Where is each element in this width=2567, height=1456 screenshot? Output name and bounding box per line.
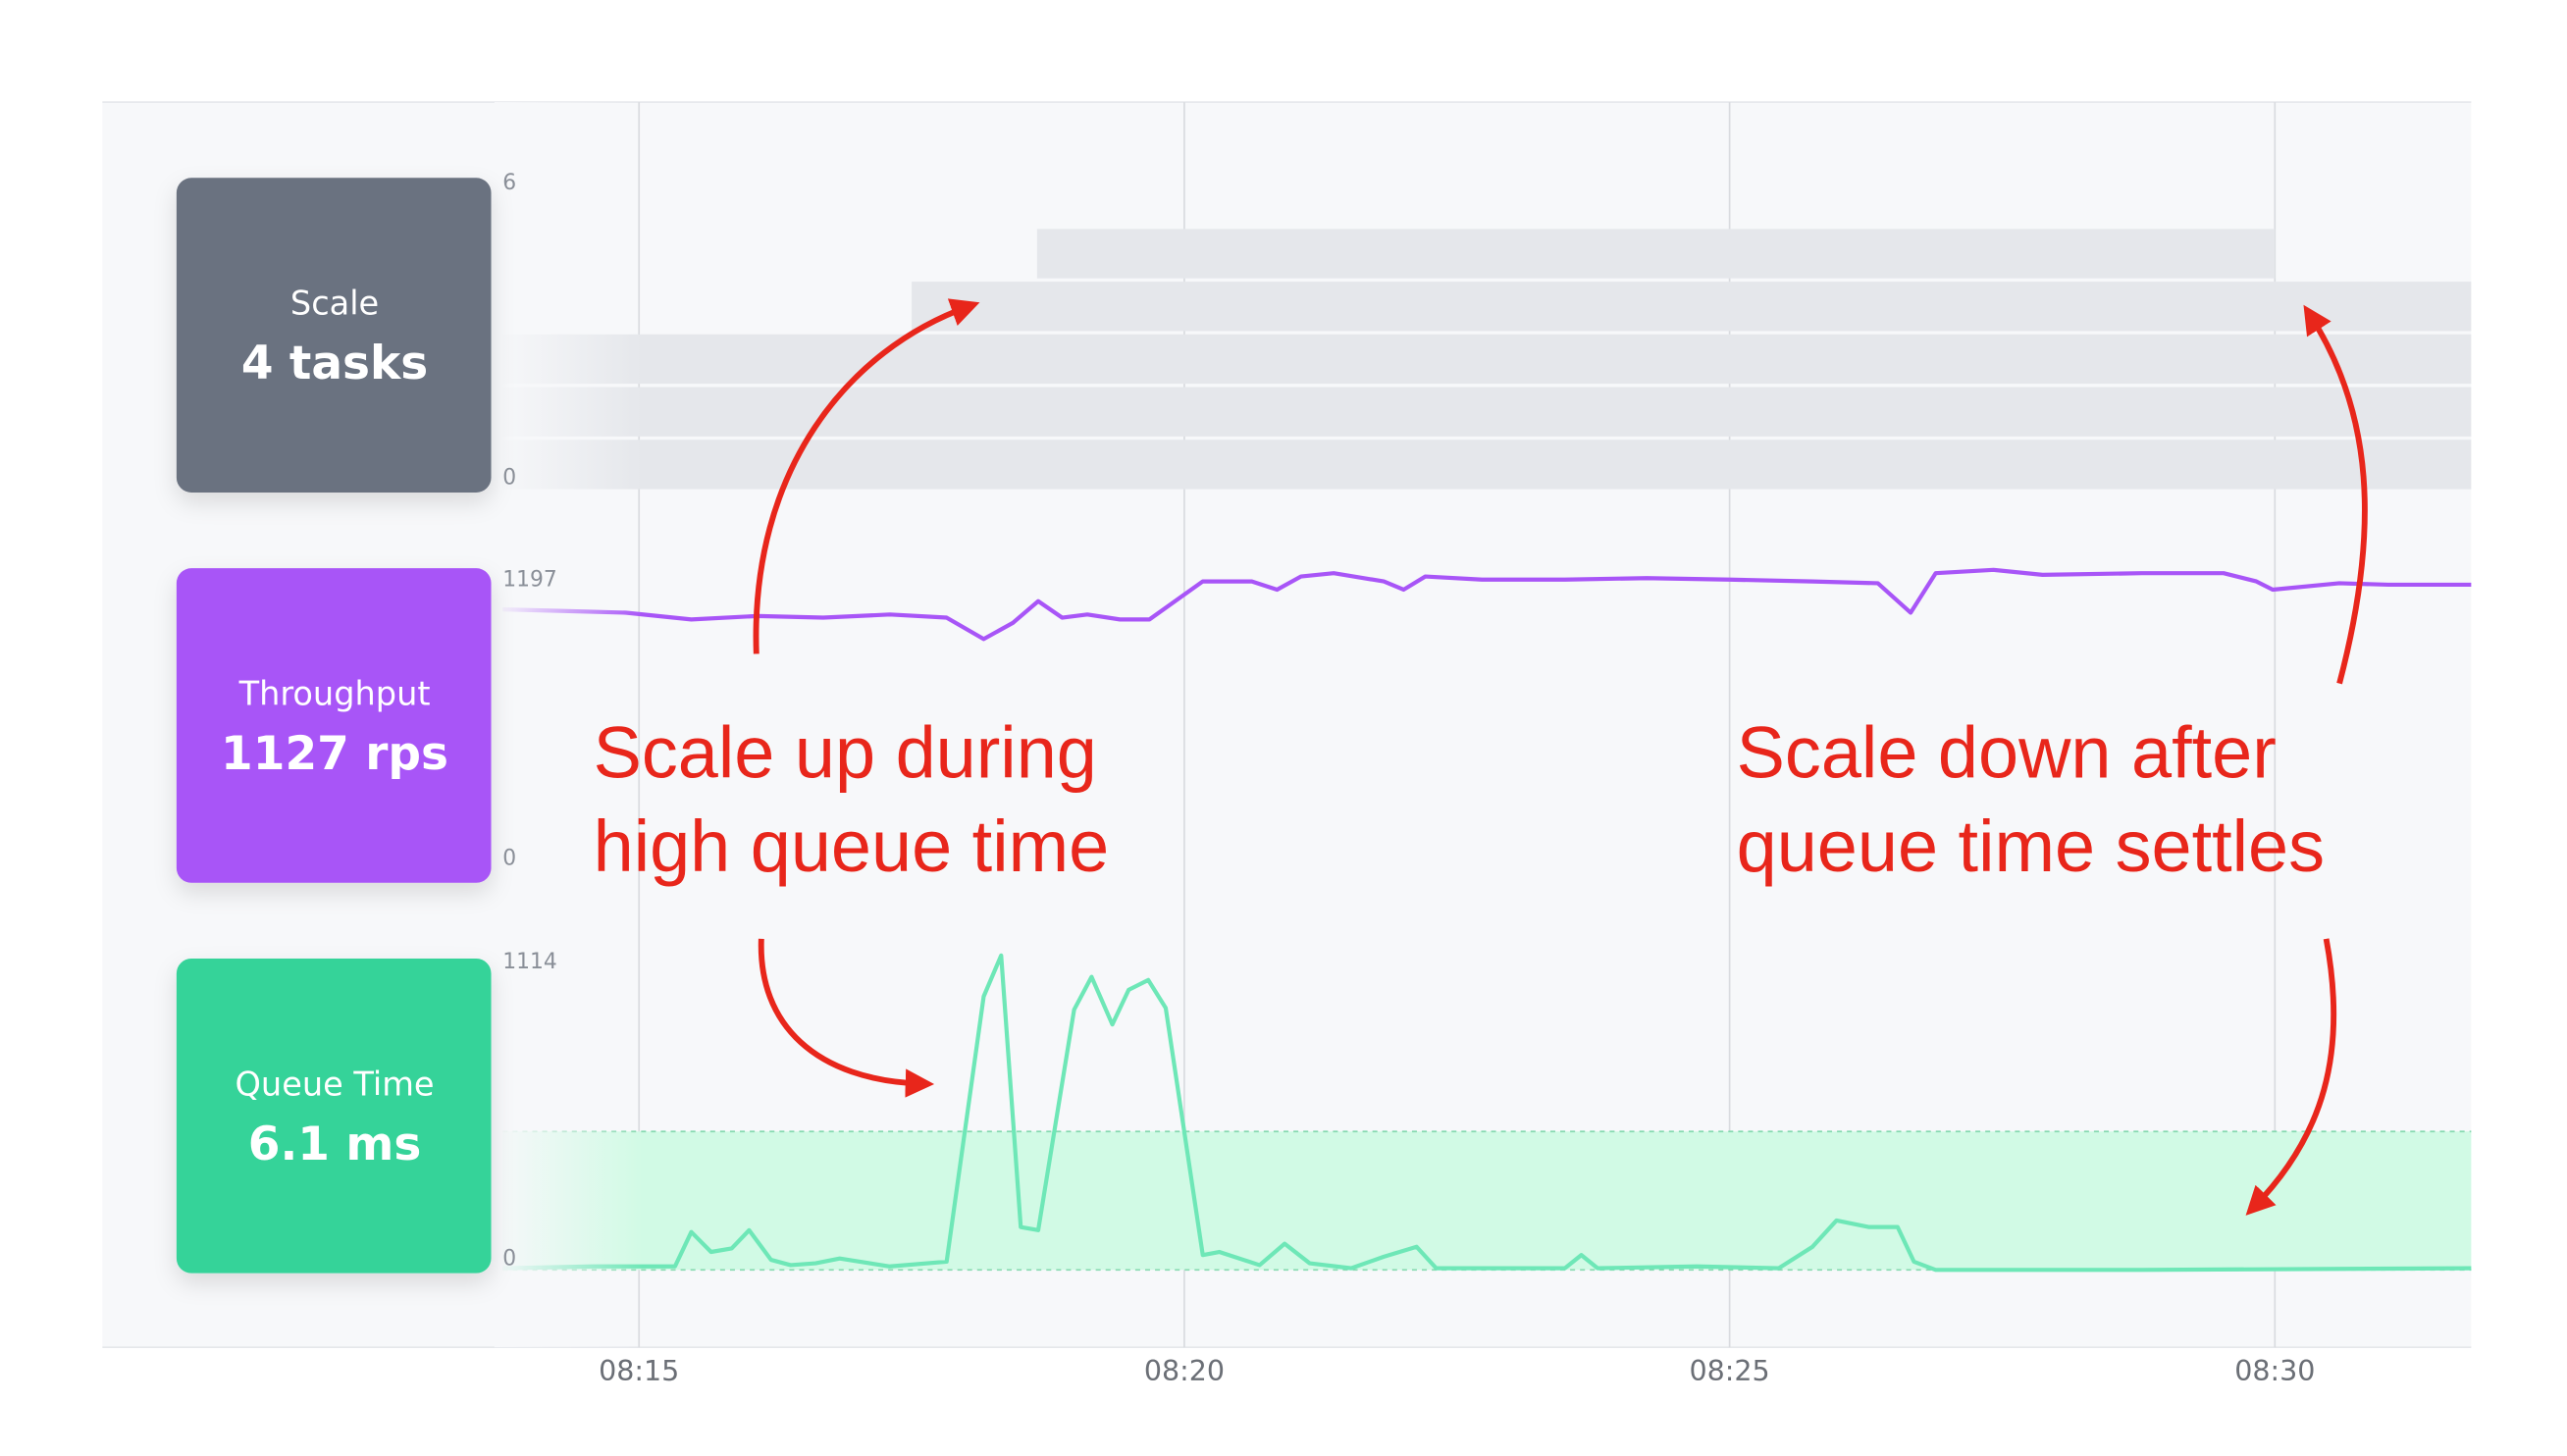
y-tick-label: 1114 bbox=[502, 950, 557, 974]
x-tick-label: 08:20 bbox=[1144, 1355, 1225, 1387]
task-bar bbox=[502, 334, 2472, 385]
arrow bbox=[2303, 304, 2368, 685]
y-tick-label: 6 bbox=[502, 171, 516, 195]
annotation: Scale down after bbox=[1737, 711, 2277, 793]
y-tick-label: 1197 bbox=[502, 568, 557, 593]
panel-card bbox=[176, 959, 492, 1274]
arrow bbox=[753, 298, 980, 654]
y-tick-label: 0 bbox=[502, 1246, 516, 1271]
threshold-band bbox=[502, 1131, 2472, 1271]
panel-value: 1127 rps bbox=[221, 727, 448, 781]
y-tick-label: 0 bbox=[502, 846, 516, 870]
x-tick-label: 08:30 bbox=[2234, 1355, 2315, 1387]
left-fade bbox=[494, 102, 643, 1348]
panel-card bbox=[176, 178, 492, 493]
y-tick-label: 0 bbox=[502, 466, 516, 491]
annotation: queue time settles bbox=[1737, 806, 2325, 887]
task-bar bbox=[1036, 229, 2276, 279]
series-line bbox=[502, 953, 2472, 1273]
annotation: Scale up during bbox=[594, 711, 1097, 793]
panel-card bbox=[176, 568, 492, 883]
task-bar bbox=[912, 282, 2472, 332]
task-bar bbox=[502, 440, 2472, 490]
x-tick-label: 08:15 bbox=[599, 1355, 679, 1387]
arrow bbox=[758, 938, 935, 1098]
task-bar bbox=[502, 387, 2472, 437]
panel-title: Throughput bbox=[238, 674, 431, 712]
panel-title: Scale bbox=[290, 285, 379, 323]
annotation: high queue time bbox=[594, 806, 1110, 887]
x-tick-label: 08:25 bbox=[1690, 1355, 1770, 1387]
panel-value: 6.1 ms bbox=[248, 1118, 422, 1171]
panel-value: 4 tasks bbox=[241, 337, 428, 390]
arrow bbox=[2245, 938, 2337, 1216]
series-line bbox=[502, 567, 2472, 642]
panel-title: Queue Time bbox=[236, 1065, 435, 1103]
